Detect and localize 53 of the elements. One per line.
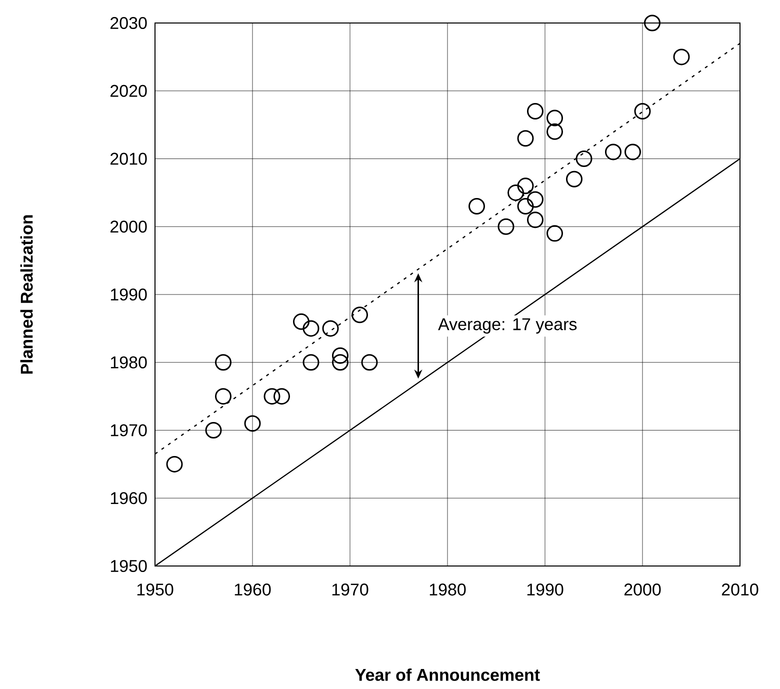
y-tick-label: 1990 [110, 288, 147, 301]
point [264, 388, 280, 405]
y-tick-label: 2000 [110, 220, 147, 233]
point [498, 218, 514, 235]
point [634, 102, 651, 120]
point [517, 178, 534, 194]
point [205, 422, 222, 439]
x-axis-title: Year of Announcement [355, 668, 540, 681]
point [624, 144, 641, 160]
point [468, 198, 485, 215]
x-tick-label: 1960 [234, 584, 271, 596]
point [526, 191, 544, 208]
y-tick-label: 2010 [110, 152, 147, 165]
point [526, 102, 544, 120]
point [546, 110, 563, 126]
point [244, 415, 261, 432]
point [604, 144, 622, 160]
point [166, 456, 183, 472]
point [576, 150, 592, 168]
point [214, 354, 232, 371]
x-tick-label: 2010 [722, 584, 758, 596]
point [302, 320, 320, 337]
point [302, 354, 320, 371]
y-axis-title: Planned Realization [20, 215, 33, 374]
point [644, 14, 660, 32]
y-tick-label: 1960 [110, 492, 147, 504]
point [546, 225, 563, 242]
point [517, 198, 534, 215]
point [352, 306, 368, 324]
point [293, 313, 310, 330]
y-tick-label: 2030 [110, 16, 147, 30]
y-tick-label: 1970 [110, 424, 147, 436]
y-tick-label: 2020 [110, 84, 147, 97]
point [361, 354, 378, 371]
point [673, 48, 690, 66]
x-tick-label: 2000 [624, 584, 661, 596]
point [322, 320, 339, 337]
point [273, 388, 290, 405]
point [526, 212, 544, 228]
annotation: Average: 17 years [438, 318, 577, 334]
y-tick-label: 1950 [110, 560, 147, 572]
point [566, 170, 582, 188]
x-tick-label: 1950 [137, 584, 174, 596]
point [546, 123, 563, 140]
point [332, 347, 348, 364]
point [214, 388, 232, 405]
point [332, 354, 348, 371]
x-tick-label: 1990 [527, 584, 564, 596]
y-tick-label: 1980 [110, 356, 147, 368]
point [508, 184, 524, 201]
x-tick-label: 1980 [430, 584, 466, 596]
x-tick-label: 1970 [332, 584, 368, 596]
point [517, 130, 534, 147]
